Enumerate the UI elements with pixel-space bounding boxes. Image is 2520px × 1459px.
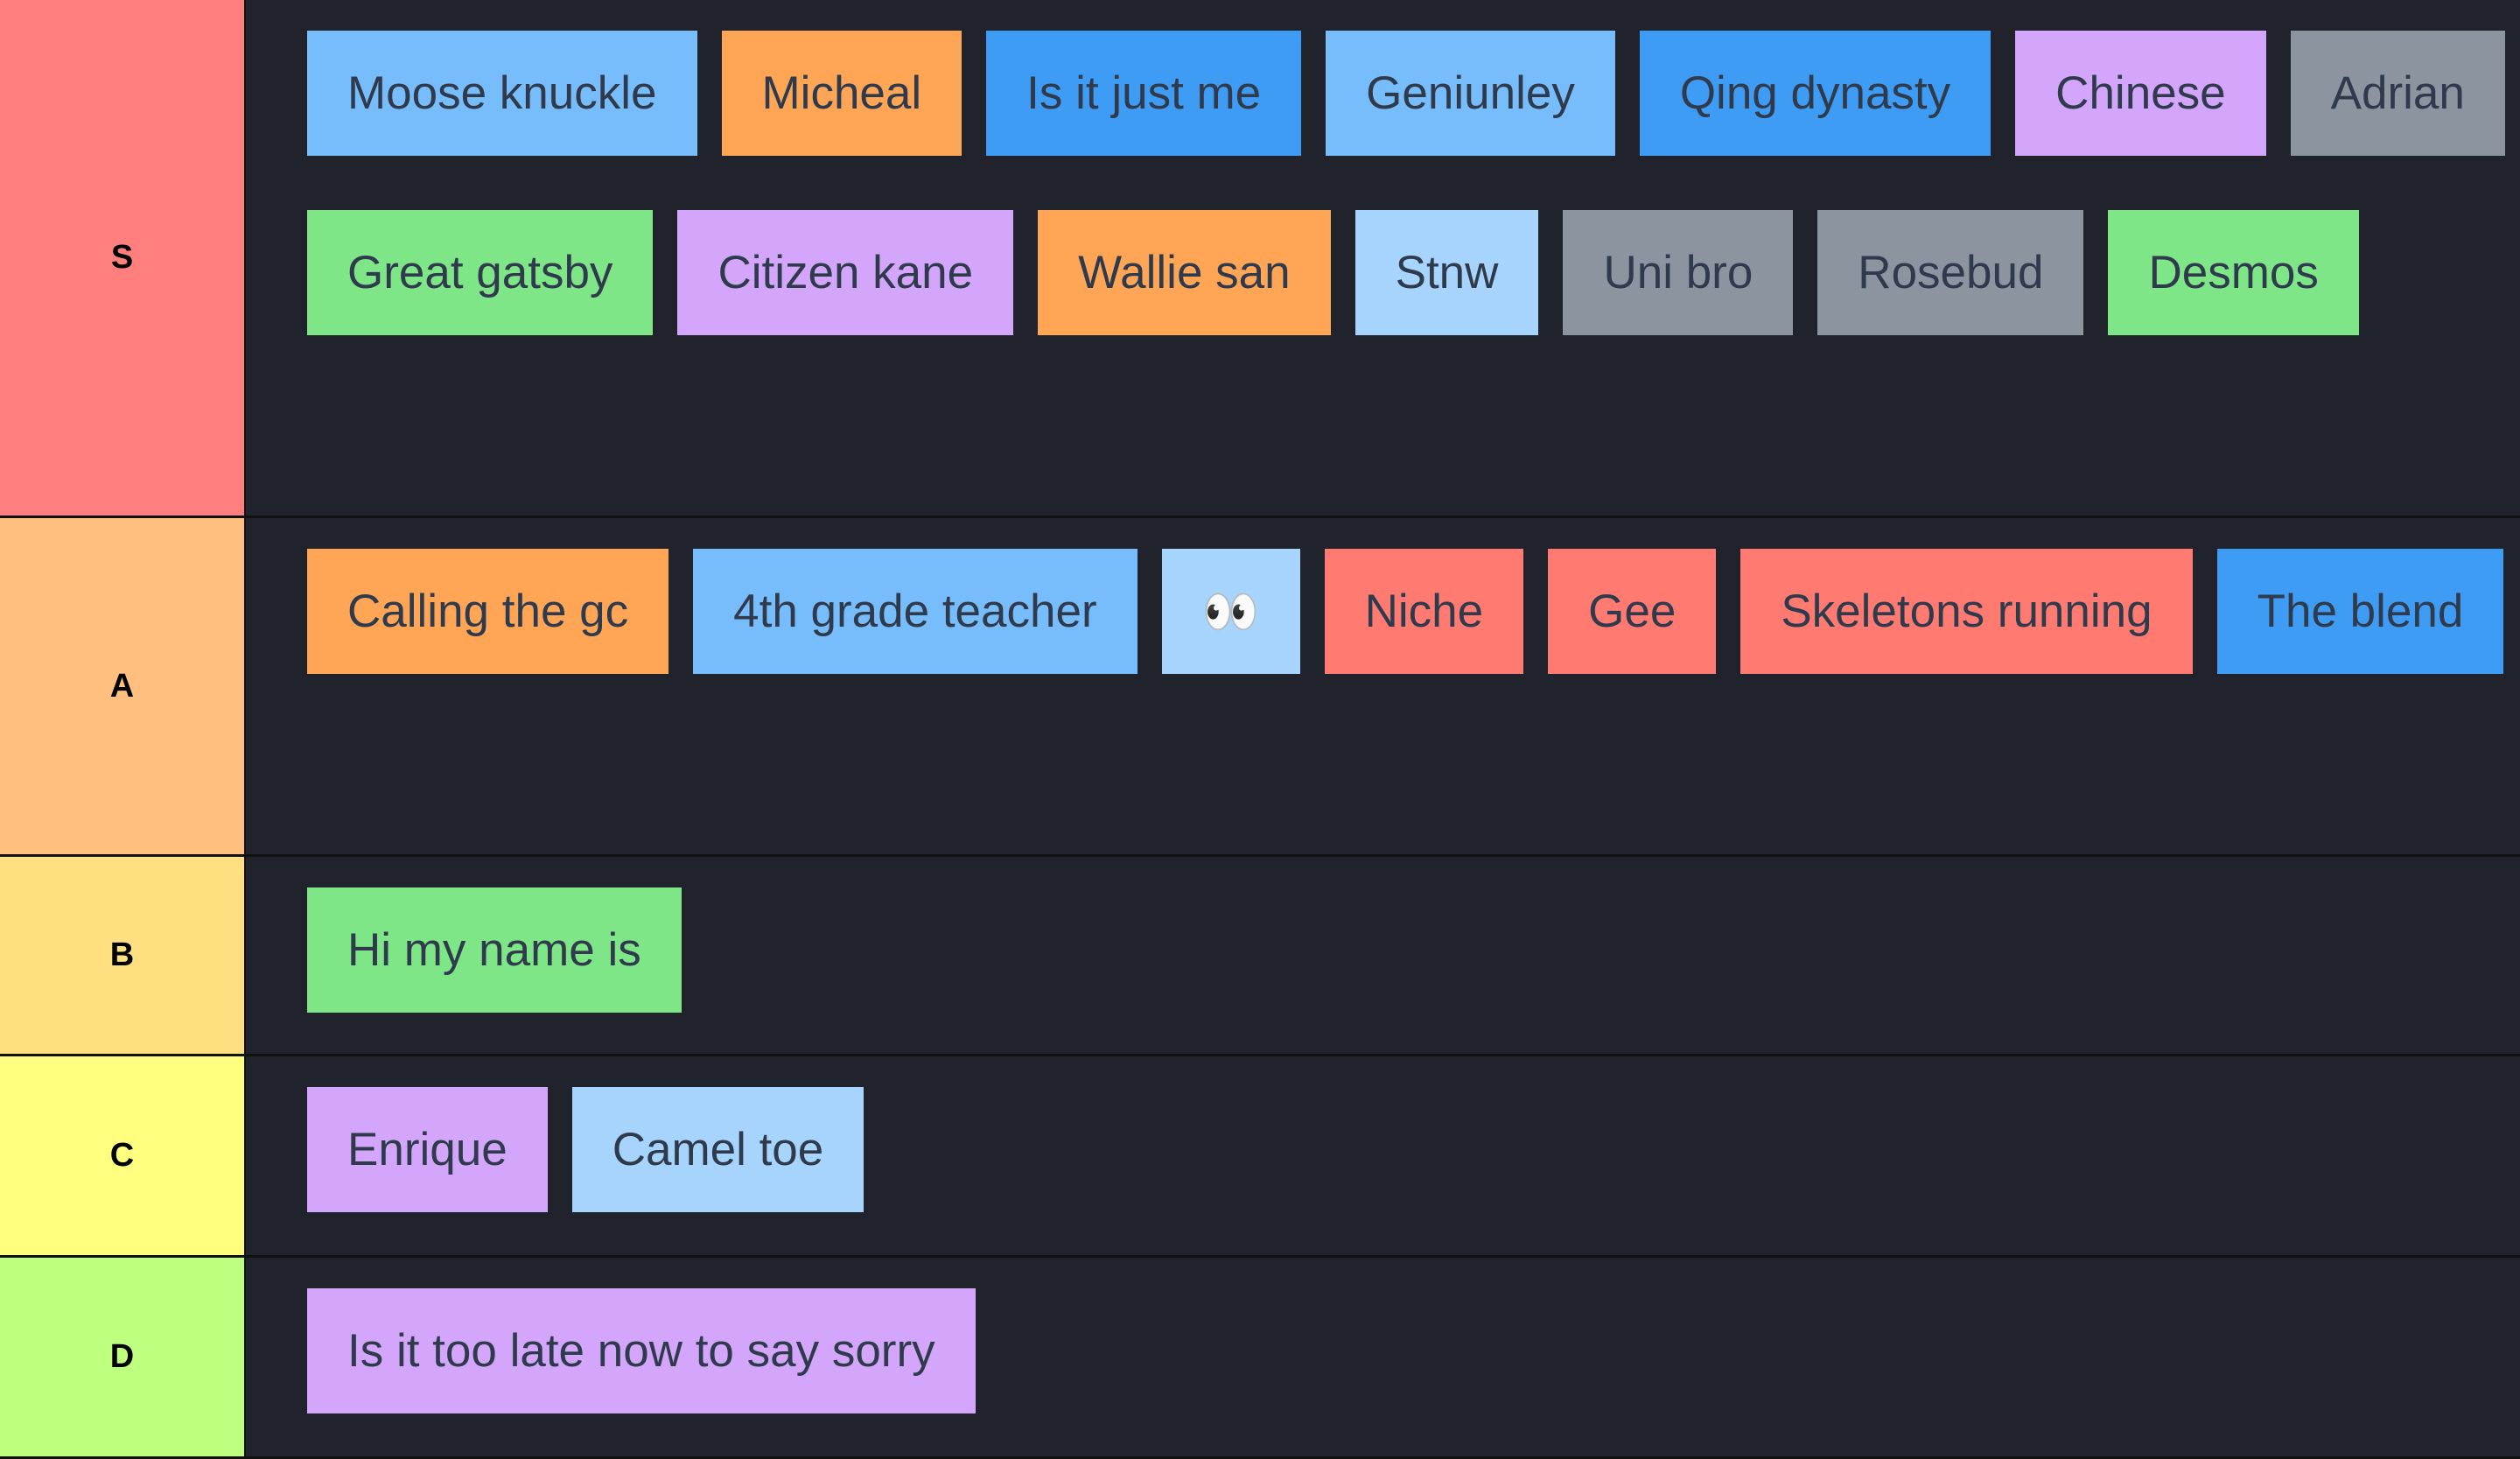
tier-item[interactable]: Wallie san bbox=[1038, 210, 1331, 335]
tier-item[interactable]: Hi my name is bbox=[307, 887, 682, 1013]
tier-item[interactable]: Camel toe bbox=[571, 1087, 864, 1212]
tier-item[interactable]: The blend bbox=[2216, 549, 2504, 674]
tier-label[interactable]: D bbox=[0, 1258, 246, 1456]
tier-item[interactable]: Moose knuckle bbox=[307, 31, 697, 156]
tier-item[interactable]: Geniunley bbox=[1326, 31, 1615, 156]
tier-item[interactable]: Is it too late now to say sorry bbox=[307, 1288, 976, 1413]
tier-row-d: D Is it too late now to say sorry bbox=[0, 1258, 2520, 1459]
tier-item[interactable]: Calling the gc bbox=[307, 549, 669, 674]
tier-row-s: S Moose knuckle Micheal Is it just me Geniun… bbox=[0, 0, 2520, 518]
tier-items[interactable]: Hi my name is bbox=[246, 857, 2520, 1054]
tier-items[interactable]: Is it too late now to say sorry bbox=[246, 1258, 2520, 1456]
tier-items[interactable]: Moose knuckle Micheal Is it just me Geniunl… bbox=[246, 0, 2520, 516]
tier-row-b: B Hi my name is bbox=[0, 857, 2520, 1056]
tier-label[interactable]: B bbox=[0, 857, 246, 1054]
tier-items[interactable]: Enrique Camel toe bbox=[246, 1056, 2520, 1255]
tier-item[interactable]: Niche bbox=[1324, 549, 1524, 674]
tier-item[interactable]: Is it just me bbox=[986, 31, 1302, 156]
tier-item[interactable]: Rosebud bbox=[1817, 210, 2084, 335]
tier-item[interactable]: Great gatsby bbox=[307, 210, 654, 335]
tier-item[interactable]: Chinese bbox=[2015, 31, 2266, 156]
tier-item[interactable]: Uni bro bbox=[1563, 210, 1794, 335]
tier-item[interactable]: Gee bbox=[1548, 549, 1717, 674]
tier-item[interactable]: Skeletons running bbox=[1740, 549, 2193, 674]
tier-row-c: C Enrique Camel toe bbox=[0, 1056, 2520, 1258]
tier-item[interactable]: 4th grade teacher bbox=[693, 549, 1138, 674]
tier-row-a: A Calling the gc 4th grade teacher 👀 Niche Ge… bbox=[0, 518, 2520, 857]
tier-item[interactable]: Adrian bbox=[2290, 31, 2505, 156]
tier-item[interactable]: 👀 bbox=[1161, 549, 1300, 674]
tier-item[interactable]: Citizen kane bbox=[677, 210, 1014, 335]
tier-item[interactable]: Micheal bbox=[721, 31, 962, 156]
tier-item[interactable]: Desmos bbox=[2108, 210, 2359, 335]
tier-label[interactable]: A bbox=[0, 518, 246, 854]
tier-item[interactable]: Enrique bbox=[307, 1087, 548, 1212]
tier-item[interactable]: Stnw bbox=[1354, 210, 1539, 335]
tier-item[interactable]: Qing dynasty bbox=[1639, 31, 1992, 156]
tier-label[interactable]: C bbox=[0, 1056, 246, 1255]
tier-items[interactable]: Calling the gc 4th grade teacher 👀 Niche Gee… bbox=[246, 518, 2520, 854]
tier-label[interactable]: S bbox=[0, 0, 246, 516]
